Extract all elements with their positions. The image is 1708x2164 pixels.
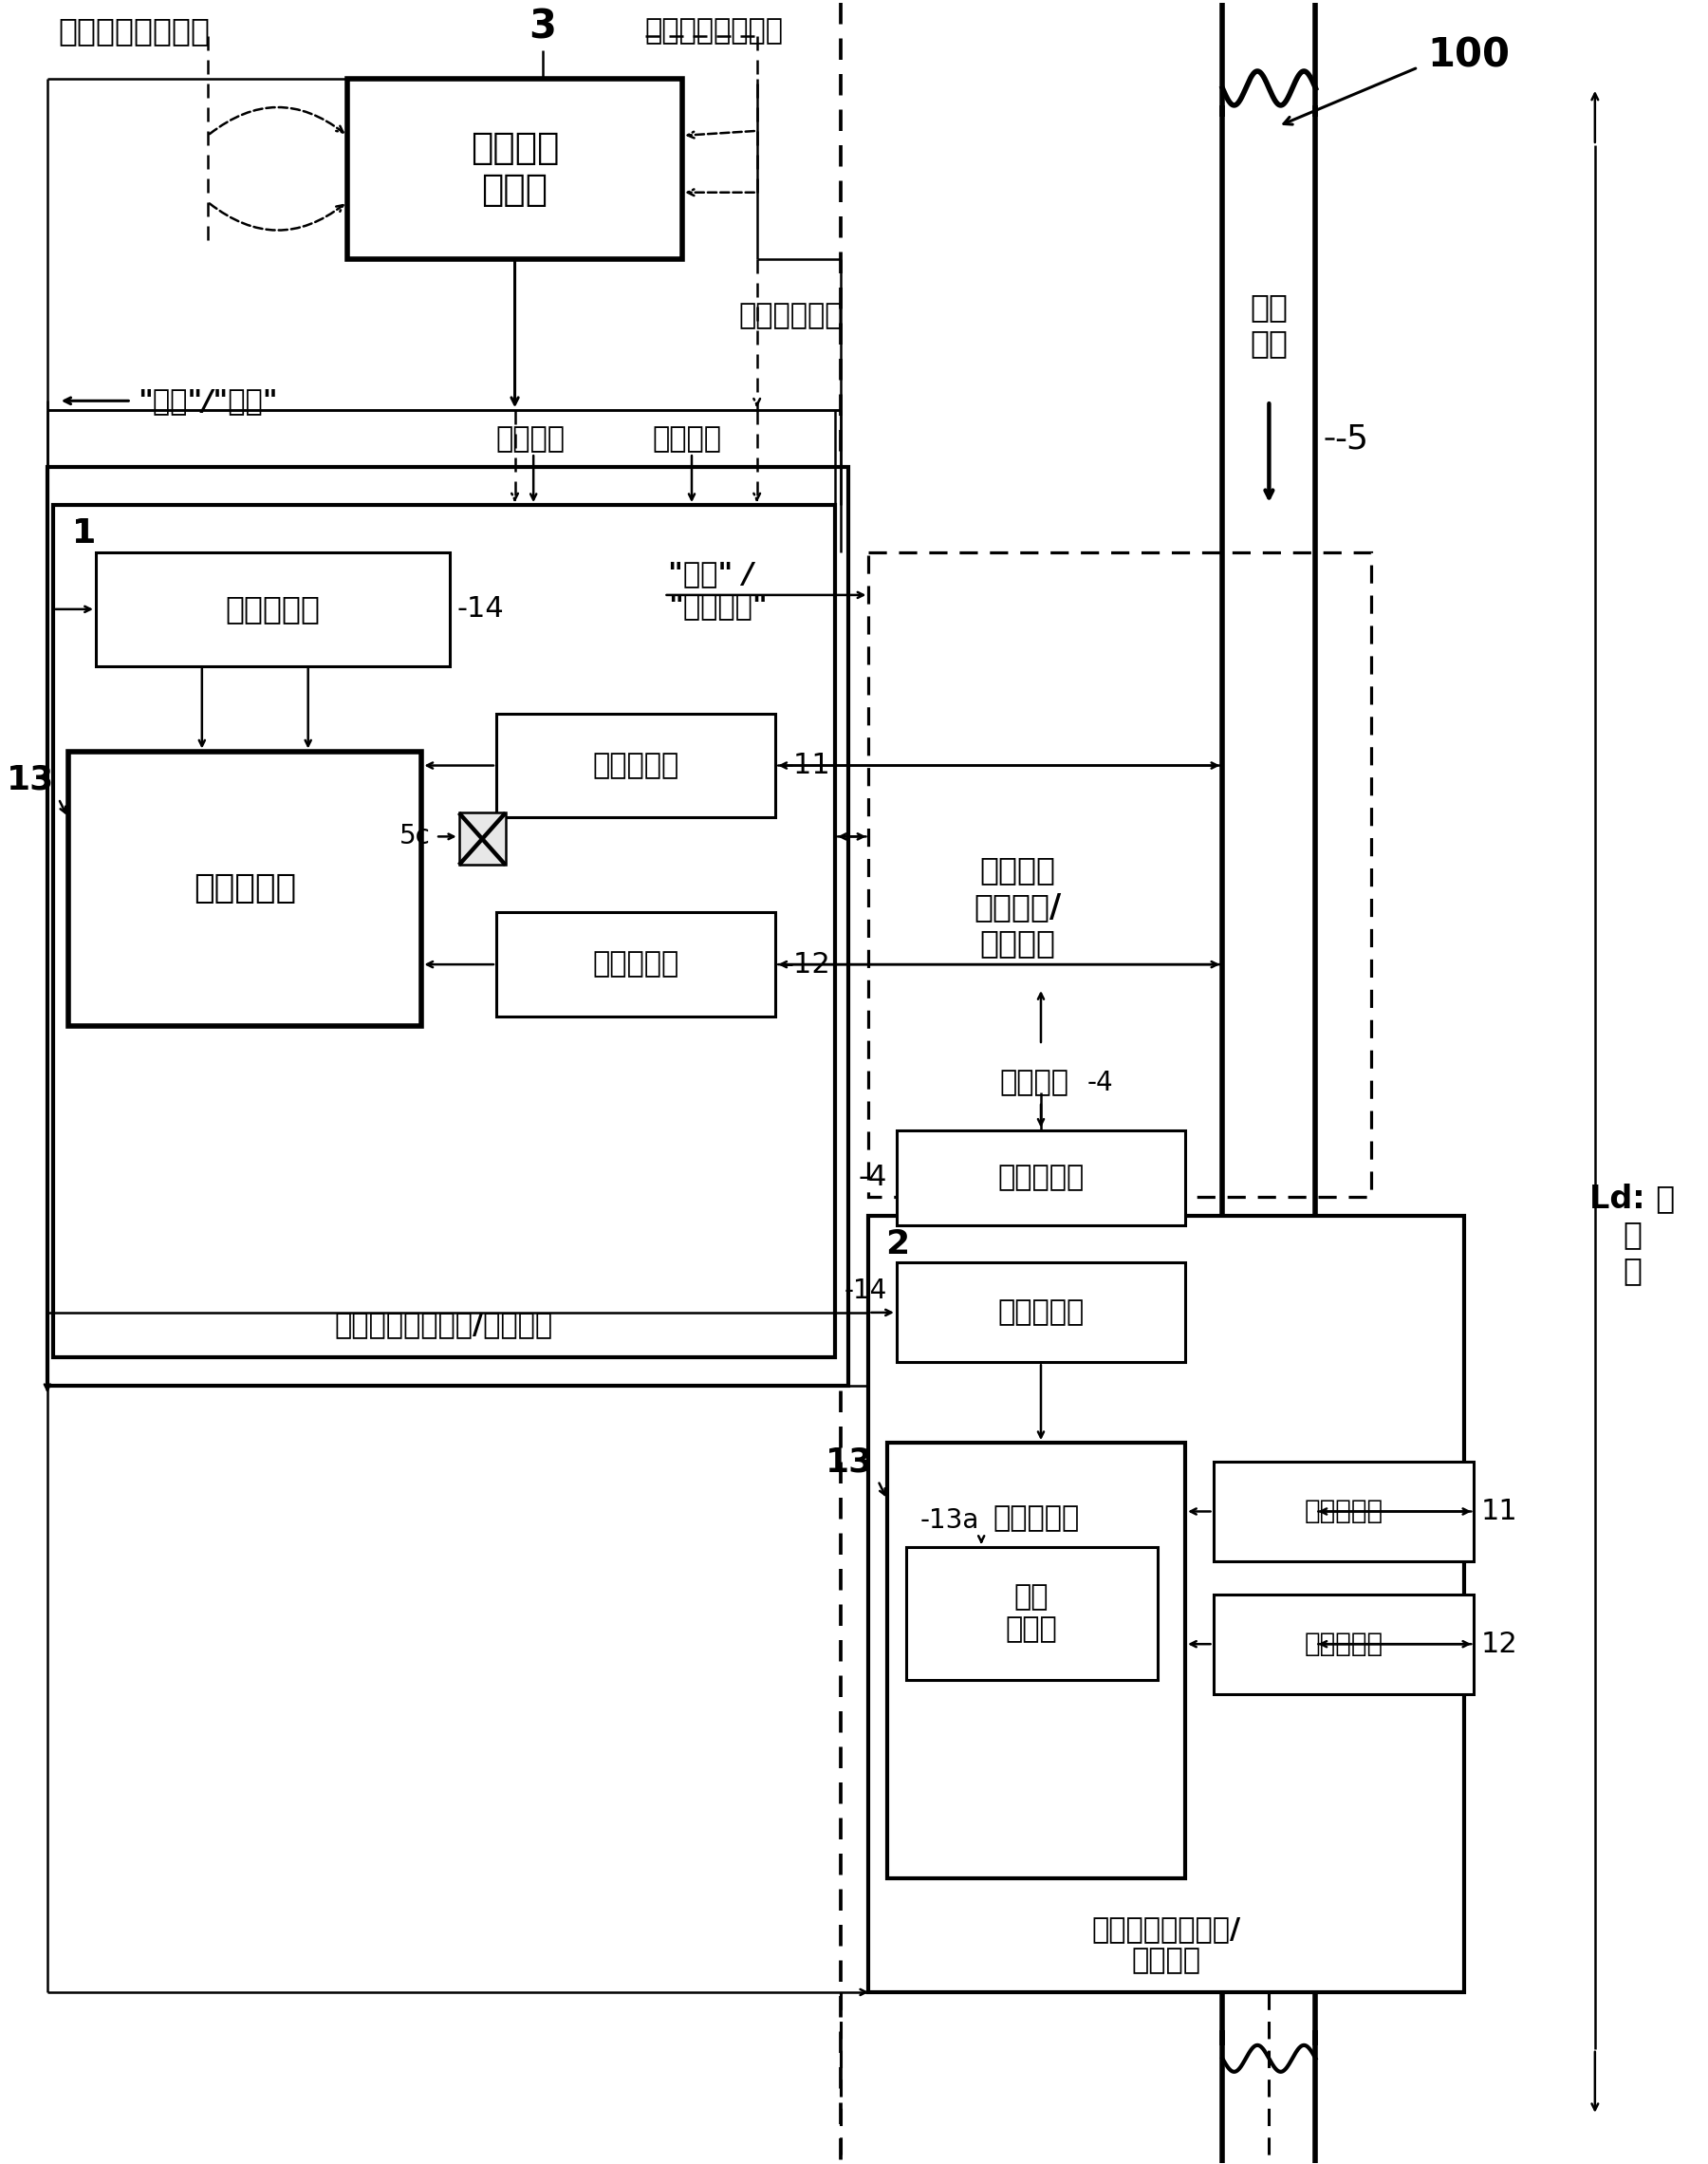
Text: 11: 11 [1481,1497,1518,1526]
Bar [897,1264,1185,1363]
Text: 第１厚度
测定装置/
测定位置: 第１厚度 测定装置/ 测定位置 [974,855,1061,959]
Bar [1213,1595,1474,1694]
Text: -4: -4 [1088,1069,1114,1097]
Text: Ld: 被
测
管: Ld: 被 测 管 [1590,1182,1676,1285]
Text: "校正"/"测定": "校正"/"测定" [138,387,278,415]
Text: 激光距离计: 激光距离计 [1305,1497,1383,1526]
Bar [459,814,506,866]
Bar [905,1547,1158,1679]
Text: 厚度测定部: 厚度测定部 [193,872,295,905]
Text: -4: -4 [859,1164,886,1192]
Bar [886,1443,1185,1878]
Text: 校正位置: 校正位置 [652,424,722,452]
Text: 5c: 5c [400,822,430,850]
Bar [497,714,775,818]
Text: 速度信号: 速度信号 [999,1069,1069,1097]
Text: 速度检测器: 速度检测器 [997,1164,1085,1192]
Text: 第一厚度测定装置/校正位置: 第一厚度测定装置/校正位置 [335,1311,553,1337]
Text: 位置设定完成信号: 位置设定完成信号 [646,17,784,45]
Text: 激光距离计: 激光距离计 [1305,1632,1383,1658]
Text: 2: 2 [885,1227,909,1259]
Text: 1: 1 [72,517,96,550]
Text: 3: 3 [529,6,557,48]
Text: -13a: -13a [921,1506,979,1534]
Text: "测定" /
"厚度修正": "测定" / "厚度修正" [668,560,769,619]
Text: -14: -14 [458,595,504,623]
Text: 激光距离计: 激光距离计 [593,751,680,779]
Text: 位置设定部: 位置设定部 [225,593,319,625]
Text: -5: -5 [1334,422,1368,454]
Text: -14: -14 [844,1279,886,1305]
Text: -12: -12 [782,950,830,978]
Bar [897,1130,1185,1225]
Bar [869,552,1372,1197]
Text: 修正
运算部: 修正 运算部 [1006,1584,1057,1642]
Text: 100: 100 [1428,35,1510,76]
Text: 1: 1 [72,517,96,550]
Text: 第２厚度测定装置/
测定位置: 第２厚度测定装置/ 测定位置 [1091,1915,1242,1974]
Bar [68,751,422,1026]
Text: 处理开始信号: 处理开始信号 [738,301,842,329]
Text: 动作模式
设定部: 动作模式 设定部 [470,130,559,208]
Text: 测定
位置: 测定 位置 [1250,292,1288,359]
Text: 位置设定部: 位置设定部 [997,1298,1085,1327]
Bar [1213,1461,1474,1560]
Bar [96,552,449,667]
Bar [48,467,849,1385]
Bar [869,1216,1464,1993]
Bar [347,78,683,260]
Text: 动作模式设定信号: 动作模式设定信号 [58,15,210,48]
Text: 激光距离计: 激光距离计 [593,950,680,978]
Text: 12: 12 [1481,1629,1518,1658]
Text: 速度信号: 速度信号 [497,424,565,452]
Text: -11: -11 [782,751,830,779]
Text: 厚度测定部: 厚度测定部 [992,1504,1079,1532]
Text: 13: 13 [825,1446,873,1478]
Text: 13: 13 [7,764,55,796]
Bar [497,913,775,1017]
Bar [53,504,835,1357]
